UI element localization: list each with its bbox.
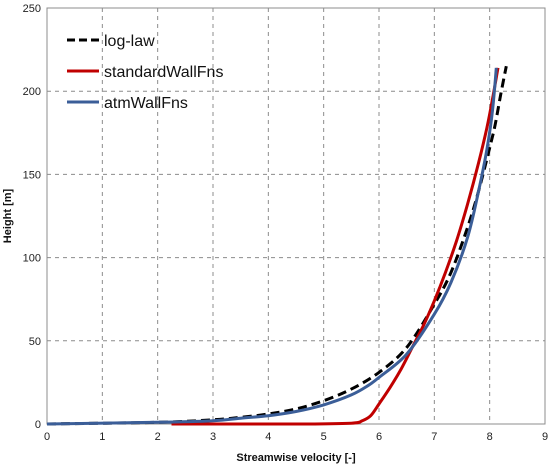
legend: log-law standardWallFns atmWallFns (67, 33, 223, 112)
y-tick-labels: 0 50 100 150 200 250 (23, 3, 41, 431)
y-tick-label: 200 (23, 86, 41, 98)
series-line-log-law (46, 65, 508, 426)
x-tick-label: 5 (321, 431, 327, 443)
y-axis-label: Height [m] (2, 188, 14, 243)
x-tick-label: 9 (542, 431, 548, 443)
y-tick-label: 250 (23, 3, 41, 15)
x-tick-labels: 0 1 2 3 4 5 6 7 8 9 (44, 431, 548, 443)
y-tick-label: 100 (23, 253, 41, 265)
x-axis-label: Streamwise velocity [-] (236, 452, 356, 464)
x-tick-label: 0 (44, 431, 50, 443)
x-tick-label: 4 (265, 431, 271, 443)
legend-label-standard-wall-fns: standardWallFns (104, 64, 223, 81)
x-tick-label: 1 (99, 431, 105, 443)
legend-label-log-law: log-law (104, 33, 155, 50)
x-tick-label: 2 (155, 431, 161, 443)
x-tick-label: 8 (487, 431, 493, 443)
y-tick-label: 50 (29, 336, 41, 348)
x-tick-label: 3 (210, 431, 216, 443)
x-tick-label: 6 (376, 431, 382, 443)
series-line-standard-wall-fns (171, 67, 500, 426)
x-tick-label: 7 (431, 431, 437, 443)
series-line-atm-wall-fns (46, 67, 498, 426)
series-lines (46, 65, 508, 426)
grid (47, 8, 545, 424)
y-tick-label: 0 (35, 419, 41, 431)
y-tick-label: 150 (23, 169, 41, 181)
legend-label-atm-wall-fns: atmWallFns (104, 95, 188, 112)
